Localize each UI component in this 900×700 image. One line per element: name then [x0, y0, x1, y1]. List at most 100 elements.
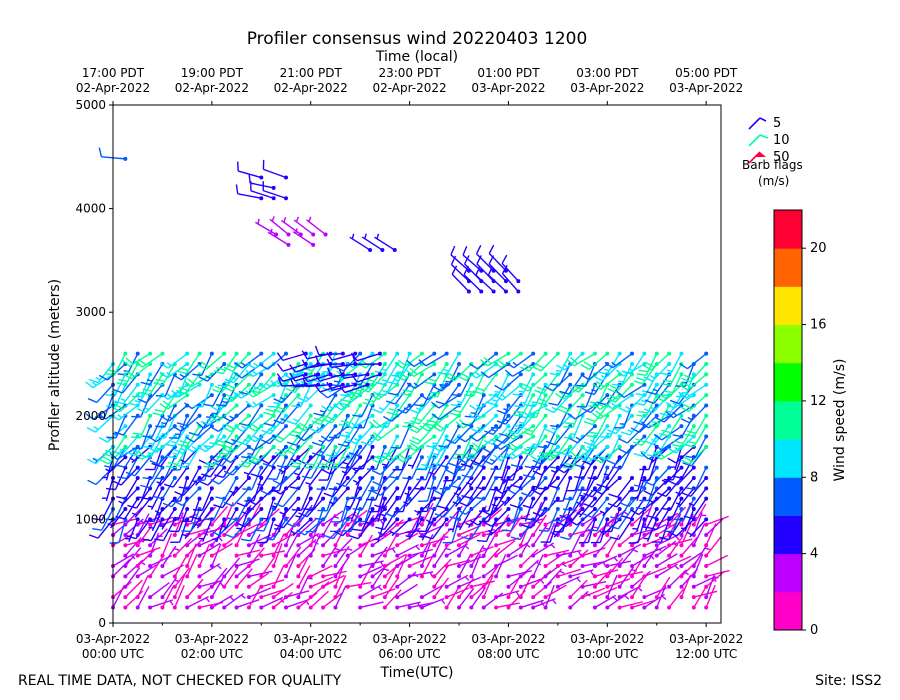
barb-feather — [394, 362, 404, 369]
barb-feather — [435, 400, 446, 405]
barb-shaft — [311, 488, 324, 511]
barb-base-dot — [704, 486, 709, 491]
barb-base-dot — [568, 574, 573, 579]
barb-half-feather — [111, 390, 117, 394]
barb-feather — [215, 439, 226, 444]
barb-shaft — [545, 549, 570, 557]
barb-base-dot — [580, 584, 585, 589]
barb-feather — [458, 501, 468, 507]
barb-half-feather — [205, 597, 210, 603]
wind-barb — [481, 534, 496, 558]
barb-base-dot — [654, 522, 659, 527]
barb-shaft — [409, 548, 433, 557]
wind-barb — [347, 424, 375, 445]
barb-feather — [483, 459, 493, 466]
barb-base-dot — [494, 424, 499, 429]
barb-shaft — [280, 219, 302, 236]
barb-feather — [270, 380, 279, 388]
barb-shaft — [433, 545, 448, 567]
barb-shaft — [187, 467, 201, 490]
colorbar-tick-label: 0 — [810, 623, 818, 638]
barb-feather — [291, 509, 302, 512]
wind-barb — [262, 496, 276, 522]
barb-shaft — [405, 487, 423, 507]
wind-barb — [576, 496, 597, 518]
wind-barb — [176, 351, 202, 375]
barb-half-feather — [613, 427, 619, 432]
barb-feather — [134, 452, 143, 460]
site-label: Site: ISS2 — [815, 673, 882, 689]
barb-shaft — [322, 592, 343, 609]
barb-shaft — [294, 373, 319, 382]
barb-feather — [563, 425, 574, 429]
legend-barb-feather — [759, 117, 767, 122]
barb-half-feather — [365, 520, 371, 525]
barb-feather — [311, 441, 322, 447]
barb-feather — [301, 350, 308, 360]
barb-half-feather — [500, 478, 506, 483]
barb-shaft — [186, 537, 204, 557]
barb-base-dot — [172, 553, 177, 558]
barb-feather — [595, 380, 605, 388]
wind-barb — [607, 372, 635, 393]
barb-feather — [209, 456, 219, 463]
wind-barb — [308, 581, 330, 600]
wind-barb — [671, 424, 696, 448]
barb-half-feather — [391, 548, 396, 554]
barb-shaft — [375, 446, 386, 470]
barb-base-dot — [172, 532, 177, 537]
barb-feather — [179, 440, 189, 444]
barb-shaft — [331, 363, 356, 369]
wind-barb — [419, 502, 434, 527]
barb-base-dot — [457, 351, 462, 356]
barb-feather — [102, 453, 113, 458]
wind-barb — [395, 544, 421, 558]
barb-half-feather — [243, 438, 249, 443]
barb-half-feather — [674, 565, 680, 570]
barb-shaft — [532, 542, 554, 557]
barb-shaft — [310, 533, 322, 556]
barb-feather — [600, 456, 610, 460]
barb-shaft — [248, 570, 273, 578]
barb-base-dot — [580, 393, 585, 398]
barb-shaft — [269, 218, 289, 236]
wind-barb — [259, 579, 285, 589]
barb-feather — [643, 408, 654, 414]
barb-half-feather — [93, 426, 99, 431]
barb-feather — [645, 361, 655, 368]
barb-shaft — [591, 477, 608, 498]
barb-shaft — [224, 508, 238, 531]
barb-half-feather — [650, 406, 656, 411]
barb-shaft — [520, 575, 533, 598]
wind-barb — [580, 351, 610, 371]
barb-feather — [640, 452, 649, 460]
barb-half-feather — [443, 369, 450, 372]
barb-feather — [532, 511, 542, 517]
barb-base-dot — [148, 424, 153, 429]
barb-feather — [568, 519, 578, 526]
barb-base-dot — [654, 475, 659, 480]
barb-half-feather — [278, 468, 284, 473]
barb-shaft — [260, 596, 284, 609]
barb-shaft — [267, 353, 287, 370]
barb-base-dot — [209, 382, 214, 387]
barb-base-dot — [395, 496, 400, 501]
barb-feather — [636, 377, 646, 382]
wind-barb — [661, 486, 684, 511]
barb-feather — [539, 509, 549, 512]
barb-base-dot — [691, 496, 696, 501]
barb-feather — [347, 439, 357, 445]
barb-shaft — [433, 527, 452, 546]
barb-feather — [475, 266, 481, 276]
barb-half-feather — [562, 363, 569, 368]
barb-feather — [501, 264, 508, 274]
wind-barb — [642, 545, 667, 558]
barb-shaft — [236, 599, 260, 609]
barb-shaft — [606, 534, 620, 557]
barb-base-dot — [185, 413, 190, 418]
barb-shaft — [606, 593, 628, 609]
wind-barb — [99, 444, 128, 465]
barb-shaft — [185, 405, 201, 426]
wind-barb — [314, 345, 345, 356]
barb-base-dot — [284, 424, 289, 429]
